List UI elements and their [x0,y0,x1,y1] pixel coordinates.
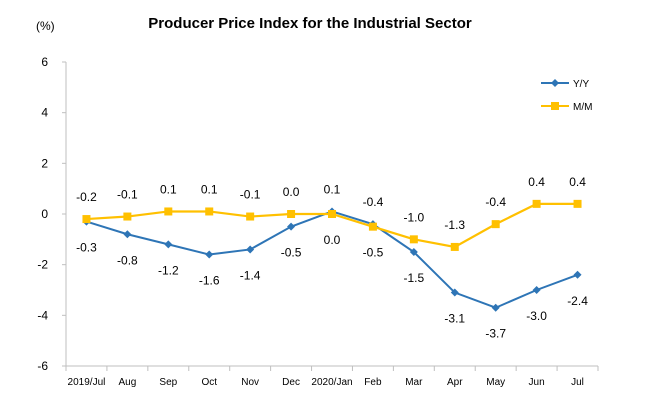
data-label-yy: -2.4 [567,294,588,308]
data-label-mm: -0.2 [76,190,97,204]
data-label-mm: -1.0 [404,210,425,224]
x-tick-label: Jul [571,377,584,388]
chart-title: Producer Price Index for the Industrial … [148,15,472,32]
legend-marker [551,79,559,87]
data-point [164,207,173,216]
data-label-mm: -0.1 [240,188,261,202]
data-label-yy: -0.8 [117,253,138,267]
legend-label: M/M [573,102,592,113]
chart-axes: -6 -4 -2 0 2 4 6 2019/Jul Aug Sep Oct Nov Dec 2020/Ja… [37,55,599,388]
data-label-yy: -0.4 [363,195,384,209]
data-label-yy: -1.2 [158,263,179,277]
series-mm [82,199,582,251]
data-point [82,215,91,224]
data-label-yy: -3.1 [444,312,465,326]
chart-legend: Y/Y M/M [541,79,592,113]
data-point [532,199,541,208]
data-point [328,210,336,218]
y-tick-label: -4 [37,308,48,322]
data-point [409,248,418,256]
data-point [246,245,255,254]
data-point [368,222,377,231]
data-label-mm: -0.5 [363,246,384,260]
data-point [287,210,296,218]
data-label-yy: -3.7 [485,327,506,341]
data-point [205,207,214,216]
data-label-mm: -0.4 [485,195,506,209]
y-axis-unit-label: (%) [36,19,55,33]
data-label-mm: 0.0 [283,185,300,199]
y-tick-label: 2 [41,156,48,170]
data-label-mm: 0.4 [569,175,586,189]
data-label-mm: -1.3 [444,218,465,232]
legend-marker [551,102,559,110]
data-label-yy: -3.0 [526,309,547,323]
x-tick-label: 2019/Jul [68,377,106,388]
y-tick-label: -2 [37,258,48,272]
data-label-yy: -1.6 [199,274,220,288]
data-point [164,240,173,249]
y-tick-label: 4 [41,106,48,120]
data-point [246,212,255,221]
data-point [532,286,541,294]
y-tick-label: 6 [41,55,48,69]
x-tick-label: May [486,377,505,388]
data-point [573,199,582,208]
x-tick-label: Aug [118,377,136,388]
data-point [450,288,459,297]
legend-label: Y/Y [573,79,589,90]
y-tick-label: 0 [41,207,48,221]
data-label-yy: -0.3 [76,241,97,255]
y-tick-label: -6 [37,359,48,373]
data-point [491,220,500,229]
x-tick-label: Mar [405,377,423,388]
data-label-yy: -1.5 [404,271,425,285]
x-tick-label: Oct [201,377,217,388]
data-labels: -0.3 -0.2 -0.8 -0.1 -1.2 0.1 -1.6 0.1 -1.4 -0.1 -0… [76,175,588,341]
data-point [491,303,500,312]
data-label-mm: -0.1 [117,188,138,202]
data-label-mm: 0.0 [324,233,341,247]
data-point [123,212,132,221]
data-point [123,230,132,239]
data-point [287,222,296,231]
legend-item: Y/Y [541,79,589,90]
series-layer: -0.3 -0.2 -0.8 -0.1 -1.2 0.1 -1.6 0.1 -1.4 -0.1 -0… [76,175,588,341]
data-label-mm: 0.1 [160,182,177,196]
data-label-yy: -1.4 [240,268,261,282]
data-label-mm: 0.1 [201,182,218,196]
series-line [86,210,578,309]
data-point [450,242,459,251]
data-point [205,250,214,259]
legend-item: M/M [541,102,592,113]
series-yy [82,207,582,312]
x-tick-label: 2020/Jan [311,377,352,388]
x-tick-label: Jun [529,377,545,388]
x-tick-label: Apr [447,377,463,388]
x-tick-label: Nov [241,377,259,388]
data-label-mm: 0.4 [528,175,545,189]
x-tick-label: Feb [364,377,382,388]
data-point [409,235,418,244]
x-tick-label: Dec [282,377,300,388]
x-tick-label: Sep [159,377,177,388]
data-point [573,270,582,279]
data-label-yy: -0.5 [281,246,302,260]
data-label-yy: 0.1 [324,182,341,196]
